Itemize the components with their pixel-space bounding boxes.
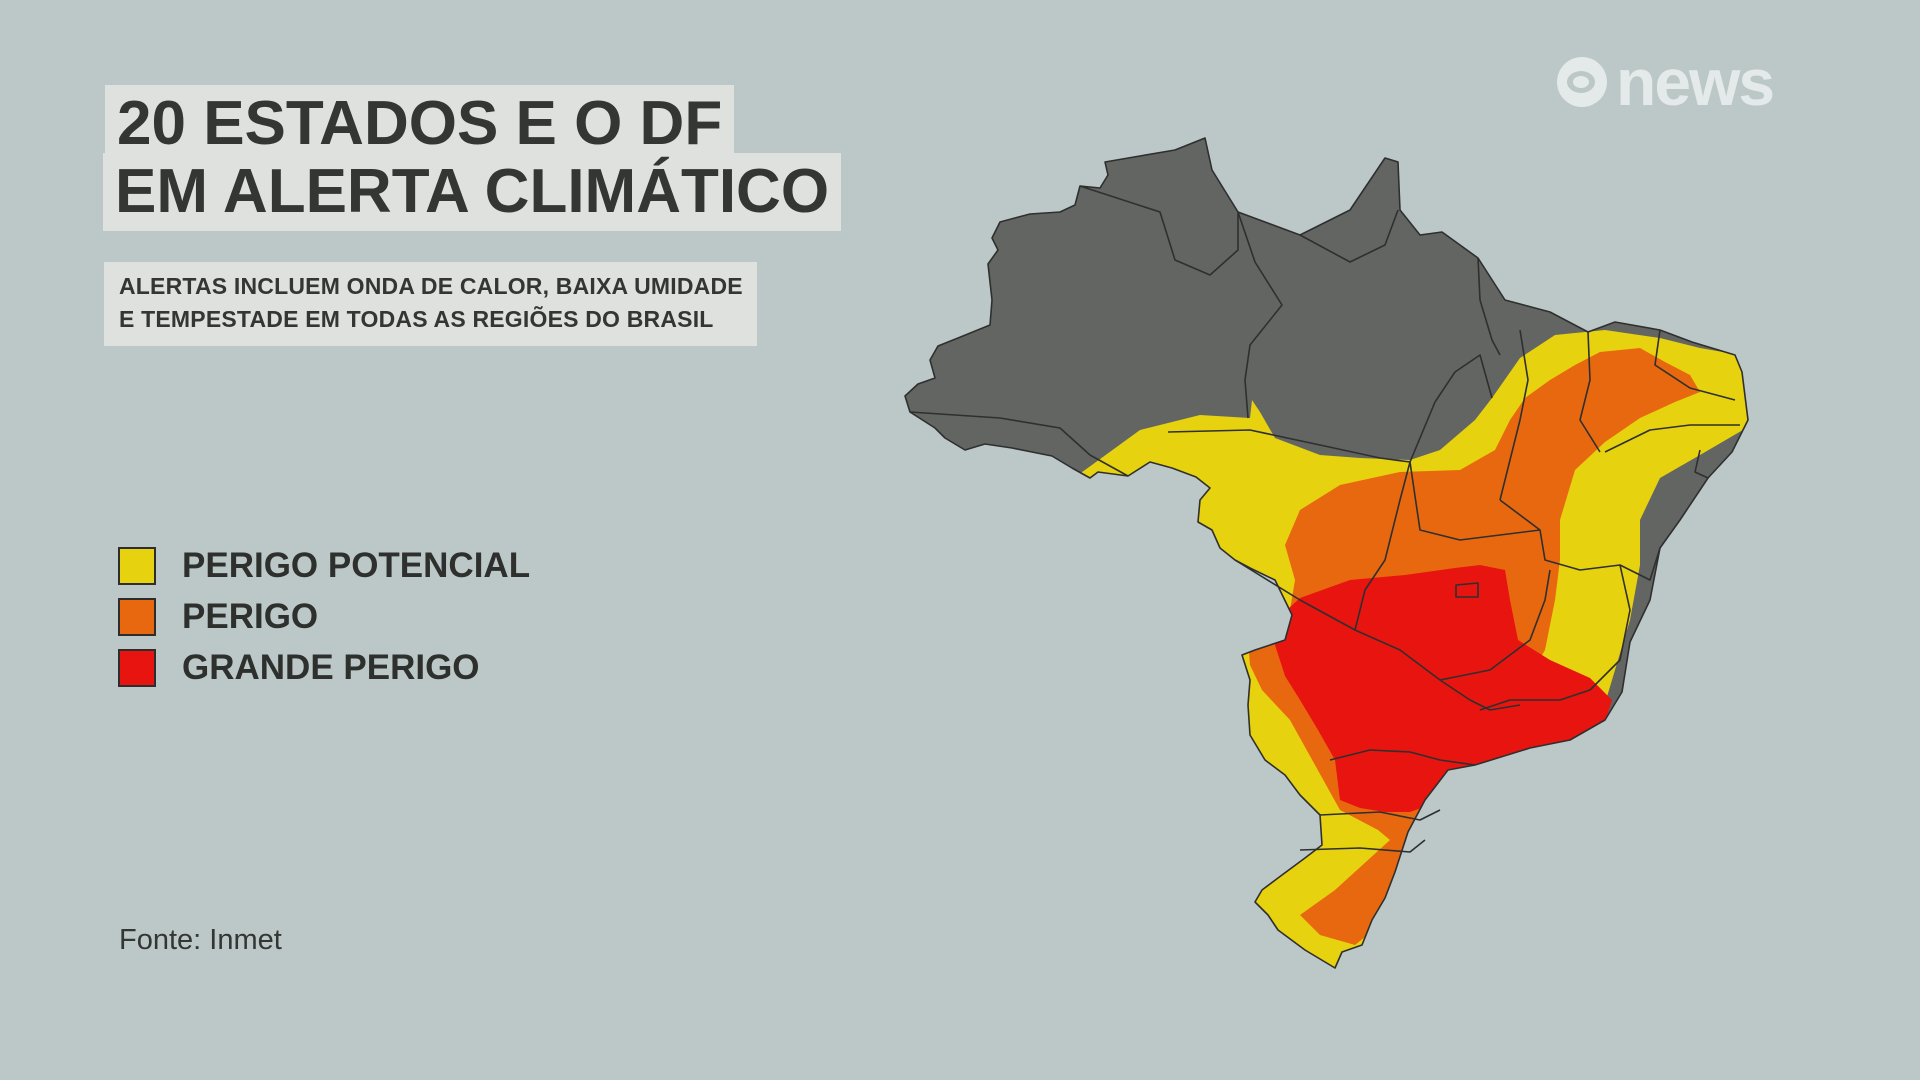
legend-item-perigo-potencial: PERIGO POTENCIAL — [118, 540, 530, 591]
alert-zones — [1070, 330, 1748, 968]
legend-swatch-red — [118, 648, 156, 687]
subtitle-line-2: E TEMPESTADE EM TODAS AS REGIÕES DO BRAS… — [119, 306, 714, 332]
globo-icon — [1557, 57, 1607, 107]
zone-grande-perigo — [1275, 565, 1612, 812]
border-mg-es-rj — [1479, 564, 1631, 711]
border-pa-ma — [1477, 257, 1501, 356]
border-pr-sc — [1319, 809, 1441, 821]
legend: PERIGO POTENCIAL PERIGO GRANDE PERIGO — [118, 540, 530, 693]
border-mt-go — [1354, 461, 1411, 631]
logo: news — [1554, 45, 1775, 119]
border-pe — [1604, 424, 1740, 453]
source-text: Fonte: Inmet — [119, 924, 282, 956]
border-ce-rn-pb — [1654, 329, 1736, 401]
border-pa-to — [1409, 354, 1493, 463]
border-go-mg — [1439, 569, 1551, 681]
subtitle-line-1: ALERTAS INCLUEM ONDA DE CALOR, BAIXA UMI… — [119, 273, 743, 299]
border-al-se — [1694, 449, 1709, 479]
legend-item-perigo: PERIGO — [118, 591, 530, 642]
legend-item-grande-perigo: GRANDE PERIGO — [118, 642, 530, 693]
legend-swatch-yellow — [118, 546, 156, 585]
border-am-pa — [1237, 211, 1283, 419]
border-pi-ce — [1579, 331, 1601, 453]
border-am-mt — [1167, 429, 1411, 463]
title-line-1: 20 ESTADOS E O DF — [105, 85, 735, 163]
legend-label: GRANDE PERIGO — [182, 647, 480, 687]
title-line-2: EM ALERTA CLIMÁTICO — [103, 153, 842, 231]
border-ma-pi — [1499, 329, 1529, 501]
border-sp-pr — [1329, 749, 1476, 766]
legend-swatch-orange — [118, 597, 156, 636]
border-df — [1455, 582, 1479, 598]
border-sc-rs — [1299, 839, 1426, 853]
legend-label: PERIGO POTENCIAL — [182, 545, 531, 585]
subtitle: ALERTAS INCLUEM ONDA DE CALOR, BAIXA UMI… — [104, 262, 757, 346]
border-to-go — [1409, 461, 1541, 541]
border-ap-pa — [1299, 209, 1399, 263]
border-rr-am — [1079, 185, 1239, 276]
state-borders — [904, 137, 1749, 969]
border-sp-mg — [1439, 679, 1521, 711]
border-am-ac-ro — [909, 411, 1129, 477]
logo-text: news — [1616, 45, 1775, 119]
legend-label: PERIGO — [182, 596, 319, 636]
